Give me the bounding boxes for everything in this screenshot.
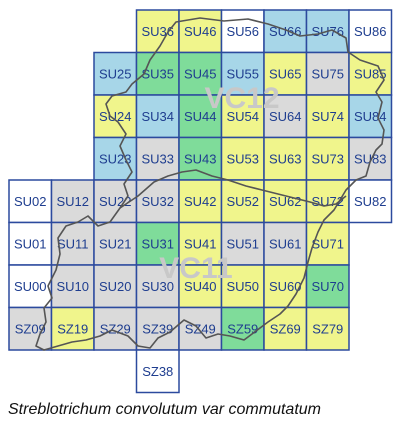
grid-square-su86 xyxy=(348,9,393,54)
grid-square-label: SU84 xyxy=(354,109,387,124)
grid-square-label: SU40 xyxy=(184,279,217,294)
grid-square-label: SU50 xyxy=(226,279,259,294)
grid-square-label: SU46 xyxy=(184,24,217,39)
grid-square-label: SU64 xyxy=(269,109,302,124)
grid-square-label: SZ79 xyxy=(312,322,343,337)
grid-square-label: SU73 xyxy=(311,152,344,167)
vice-county-label-vc11: VC11 xyxy=(159,252,232,285)
grid-square-label: SU34 xyxy=(141,109,174,124)
grid-square-label: SU75 xyxy=(311,67,344,82)
grid-square-label: SU33 xyxy=(141,152,174,167)
county-boundary-line xyxy=(35,17,385,351)
grid-square-label: SU10 xyxy=(56,279,89,294)
grid-square-sz19 xyxy=(50,306,95,351)
grid-square-label: SZ38 xyxy=(142,364,173,379)
grid-square-label: SU53 xyxy=(226,152,259,167)
grid-square-label: SZ09 xyxy=(15,322,46,337)
grid-square-label: SU25 xyxy=(99,67,132,82)
grid-square-label: SU60 xyxy=(269,279,302,294)
grid-square-su01 xyxy=(8,221,53,266)
grid-square-label: SU45 xyxy=(184,67,217,82)
grid-square-label: SZ39 xyxy=(142,322,173,337)
grid-square-label: SU35 xyxy=(141,67,174,82)
grid-square-su50 xyxy=(220,264,265,309)
grid-square-label: SU65 xyxy=(269,67,302,82)
grid-square-su83 xyxy=(348,136,393,181)
grid-square-label: SU43 xyxy=(184,152,217,167)
grid-square-su43 xyxy=(178,136,223,181)
grid-square-su44 xyxy=(178,94,223,139)
grid-square-su54 xyxy=(220,94,265,139)
grid-square-label: SU32 xyxy=(141,194,174,209)
grid-square-label: SU21 xyxy=(99,237,132,252)
grid-square-su36 xyxy=(135,9,180,54)
species-caption: Streblotrichum convolutum var commutatum xyxy=(8,401,321,418)
grid-square-sz69 xyxy=(263,306,308,351)
grid-square-su23 xyxy=(93,136,138,181)
grid-square-label: SU31 xyxy=(141,237,174,252)
grid-square-su82 xyxy=(348,179,393,224)
grid-square-label: SZ59 xyxy=(227,322,258,337)
grid-square-label: SU54 xyxy=(226,109,259,124)
grid-square-label: SU24 xyxy=(99,109,132,124)
grid-square-label: SU56 xyxy=(226,24,259,39)
grid-square-label: SU63 xyxy=(269,152,302,167)
grid-square-su30 xyxy=(135,264,180,309)
grid-square-label: SU23 xyxy=(99,152,132,167)
grid-square-label: SU83 xyxy=(354,152,387,167)
grid-square-label: SZ49 xyxy=(185,322,216,337)
grid-square-label: SU42 xyxy=(184,194,217,209)
grid-square-label: SU86 xyxy=(354,24,387,39)
grid-squares xyxy=(8,9,393,394)
grid-square-label: SU70 xyxy=(311,279,344,294)
grid-square-label: SU22 xyxy=(99,194,132,209)
grid-square-label: SU51 xyxy=(226,237,259,252)
grid-square-label: SU55 xyxy=(226,67,259,82)
grid-square-su74 xyxy=(305,94,350,139)
grid-square-label: SU41 xyxy=(184,237,217,252)
grid-square-label: SU00 xyxy=(14,279,47,294)
grid-square-label: SU52 xyxy=(226,194,259,209)
grid-square-label: SZ69 xyxy=(270,322,301,337)
grid-square-sz49 xyxy=(178,306,223,351)
grid-square-label: SU85 xyxy=(354,67,387,82)
grid-square-su10 xyxy=(50,264,95,309)
grid-square-su70 xyxy=(305,264,350,309)
grid-square-su12 xyxy=(50,179,95,224)
grid-square-su51 xyxy=(220,221,265,266)
grid-square-label: SU12 xyxy=(56,194,89,209)
grid-square-su00 xyxy=(8,264,53,309)
vice-county-divider-line xyxy=(119,169,347,209)
vice-county-label-vc12: VC12 xyxy=(204,82,279,115)
grid-square-label: SU44 xyxy=(184,109,217,124)
grid-square-label: SZ19 xyxy=(57,322,88,337)
grid-square-label: SU11 xyxy=(57,237,89,252)
grid-square-sz38 xyxy=(135,349,180,394)
grid-square-label: SU01 xyxy=(14,237,47,252)
grid-square-sz29 xyxy=(93,306,138,351)
grid-square-label: SU71 xyxy=(311,237,344,252)
grid-square-label: SU30 xyxy=(141,279,174,294)
grid-square-su40 xyxy=(178,264,223,309)
grid-square-sz39 xyxy=(135,306,180,351)
grid-square-su55 xyxy=(220,51,265,96)
grid-square-label: SU20 xyxy=(99,279,132,294)
grid-square-su75 xyxy=(305,51,350,96)
grid-square-label: SU02 xyxy=(14,194,47,209)
grid-square-label: SU61 xyxy=(269,237,302,252)
grid-square-su33 xyxy=(135,136,180,181)
grid-square-label: SU82 xyxy=(354,194,387,209)
grid-square-sz79 xyxy=(305,306,350,351)
grid-square-label: SU74 xyxy=(311,109,344,124)
